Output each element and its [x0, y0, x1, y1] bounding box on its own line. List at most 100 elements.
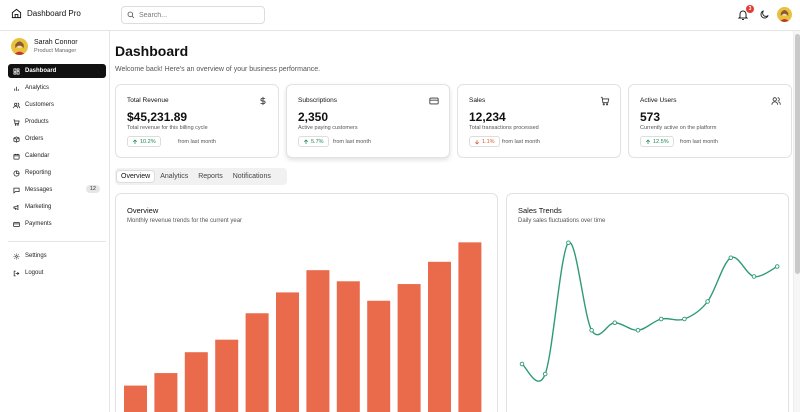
sidebar-item-payments[interactable]: Payments: [8, 217, 106, 231]
layout-dashboard-icon: [13, 68, 20, 74]
change-period: from last month: [178, 139, 216, 145]
revenue-bar[interactable]: [336, 281, 360, 412]
sales-trend-point[interactable]: [519, 361, 525, 367]
revenue-bar[interactable]: [306, 270, 330, 412]
revenue-bar[interactable]: [458, 242, 482, 412]
overview-panel: Overview Monthly revenue trends for the …: [115, 193, 498, 412]
sales-trends-title: Sales Trends: [518, 206, 562, 215]
change-badge: 12.5%: [640, 136, 674, 147]
brand[interactable]: Dashboard Pro: [11, 8, 81, 19]
home-icon: [11, 8, 22, 19]
card-value: 12,234: [469, 110, 506, 124]
sales-trend-point[interactable]: [589, 327, 594, 333]
change-period: from last month: [680, 139, 718, 145]
card-title: Total Revenue: [127, 97, 169, 104]
sales-trends-subtitle: Daily sales fluctuations over time: [518, 218, 606, 224]
tab-analytics[interactable]: Analytics: [160, 173, 189, 180]
user-avatar[interactable]: [777, 7, 792, 22]
overview-title: Overview: [127, 206, 159, 215]
moon-icon[interactable]: [759, 9, 770, 20]
tab-reports[interactable]: Reports: [198, 173, 223, 180]
shopping-cart-icon: [13, 119, 20, 126]
sales-trends-panel: Sales Trends Daily sales fluctuations ov…: [506, 193, 789, 412]
user-role: Product Manager: [34, 48, 77, 54]
sidebar-item-settings[interactable]: Settings: [8, 249, 106, 263]
dollar-icon: [260, 96, 266, 106]
sidebar-item-calendar[interactable]: Calendar: [8, 149, 106, 163]
top-bar: Dashboard Pro 3: [0, 0, 800, 31]
sidebar-item-label: Messages: [25, 187, 53, 193]
stat-card-subscriptions: Subscriptions 2,350 Active paying custom…: [286, 84, 450, 158]
revenue-bar[interactable]: [397, 284, 421, 412]
sidebar-item-label: Analytics: [25, 85, 50, 91]
sidebar-item-logout[interactable]: Logout: [8, 266, 106, 280]
stat-card-revenue: Total Revenue $45,231.89 Total revenue f…: [115, 84, 279, 158]
main-content: Dashboard Welcome back! Here's an overvi…: [110, 31, 800, 412]
card-value: 2,350: [298, 110, 329, 124]
sales-trend-point[interactable]: [774, 264, 780, 269]
change-value: 10.2%: [140, 138, 156, 145]
sales-trend-point[interactable]: [682, 316, 687, 322]
sidebar-item-products[interactable]: Products: [8, 115, 106, 129]
sidebar-item-reporting[interactable]: Reporting: [8, 166, 106, 180]
user-name: Sarah Connor: [34, 39, 78, 46]
sales-trend-point[interactable]: [566, 240, 571, 246]
sales-trend-line: [521, 242, 778, 382]
scrollbar-thumb[interactable]: [795, 34, 800, 274]
revenue-bar[interactable]: [367, 300, 391, 412]
stat-card-active-users: Active Users 573 Currently active on the…: [628, 84, 792, 158]
revenue-bar[interactable]: [184, 352, 208, 412]
calendar-icon: [13, 153, 20, 159]
sales-trend-point[interactable]: [658, 316, 664, 322]
sidebar: Sarah Connor Product Manager Dashboard A…: [0, 31, 110, 412]
credit-card-icon: [429, 97, 439, 105]
package-icon: [13, 135, 20, 143]
sidebar-item-orders[interactable]: Orders: [8, 132, 106, 146]
revenue-bar[interactable]: [245, 313, 269, 412]
card-title: Active Users: [640, 97, 677, 104]
users-icon: [13, 102, 20, 108]
search-box[interactable]: [121, 6, 265, 24]
sales-trend-point[interactable]: [635, 327, 641, 333]
user-profile[interactable]: Sarah Connor Product Manager: [11, 38, 78, 55]
revenue-bar[interactable]: [124, 385, 147, 412]
sidebar-item-analytics[interactable]: Analytics: [8, 81, 106, 95]
revenue-bar[interactable]: [276, 292, 299, 412]
card-description: Total revenue for this billing cycle: [127, 125, 208, 131]
tab-notifications[interactable]: Notifications: [232, 173, 271, 180]
overview-subtitle: Monthly revenue trends for the current y…: [127, 218, 243, 224]
sidebar-item-marketing[interactable]: Marketing: [8, 200, 106, 214]
tab-bar: Overview Analytics Reports Notifications: [115, 168, 287, 185]
revenue-bar[interactable]: [215, 339, 239, 412]
scrollbar[interactable]: [793, 31, 800, 412]
card-value: $45,231.89: [127, 110, 188, 124]
revenue-bar[interactable]: [154, 373, 178, 412]
arrow-up-icon: [132, 138, 138, 144]
megaphone-icon: [13, 204, 19, 210]
card-title: Subscriptions: [298, 97, 338, 104]
search-input[interactable]: [139, 11, 259, 19]
gear-icon: [13, 253, 20, 259]
sidebar-item-label: Payments: [25, 221, 52, 227]
sales-trend-point[interactable]: [728, 255, 734, 261]
card-title: Sales: [469, 97, 486, 104]
sidebar-item-customers[interactable]: Customers: [8, 98, 106, 112]
arrow-down-icon: [474, 139, 480, 145]
shopping-cart-icon: [600, 96, 610, 106]
messages-count-badge: 12: [85, 185, 100, 193]
sidebar-item-dashboard[interactable]: Dashboard: [8, 64, 106, 78]
change-badge: 10.2%: [127, 136, 161, 147]
page-title: Dashboard: [115, 43, 189, 59]
tab-overview[interactable]: Overview: [117, 171, 155, 182]
sales-trend-point[interactable]: [705, 299, 710, 304]
page-subtitle: Welcome back! Here's an overview of your…: [115, 66, 321, 73]
bell-icon[interactable]: [737, 9, 749, 21]
logout-icon: [13, 270, 20, 276]
sales-trend-point[interactable]: [612, 320, 618, 325]
sales-trend-point[interactable]: [751, 274, 757, 279]
sidebar-item-label: Settings: [25, 253, 47, 259]
sidebar-item-label: Products: [25, 119, 49, 125]
sales-trend-point[interactable]: [542, 371, 548, 377]
revenue-bar[interactable]: [428, 261, 451, 412]
sidebar-item-messages[interactable]: Messages 12: [8, 183, 106, 197]
